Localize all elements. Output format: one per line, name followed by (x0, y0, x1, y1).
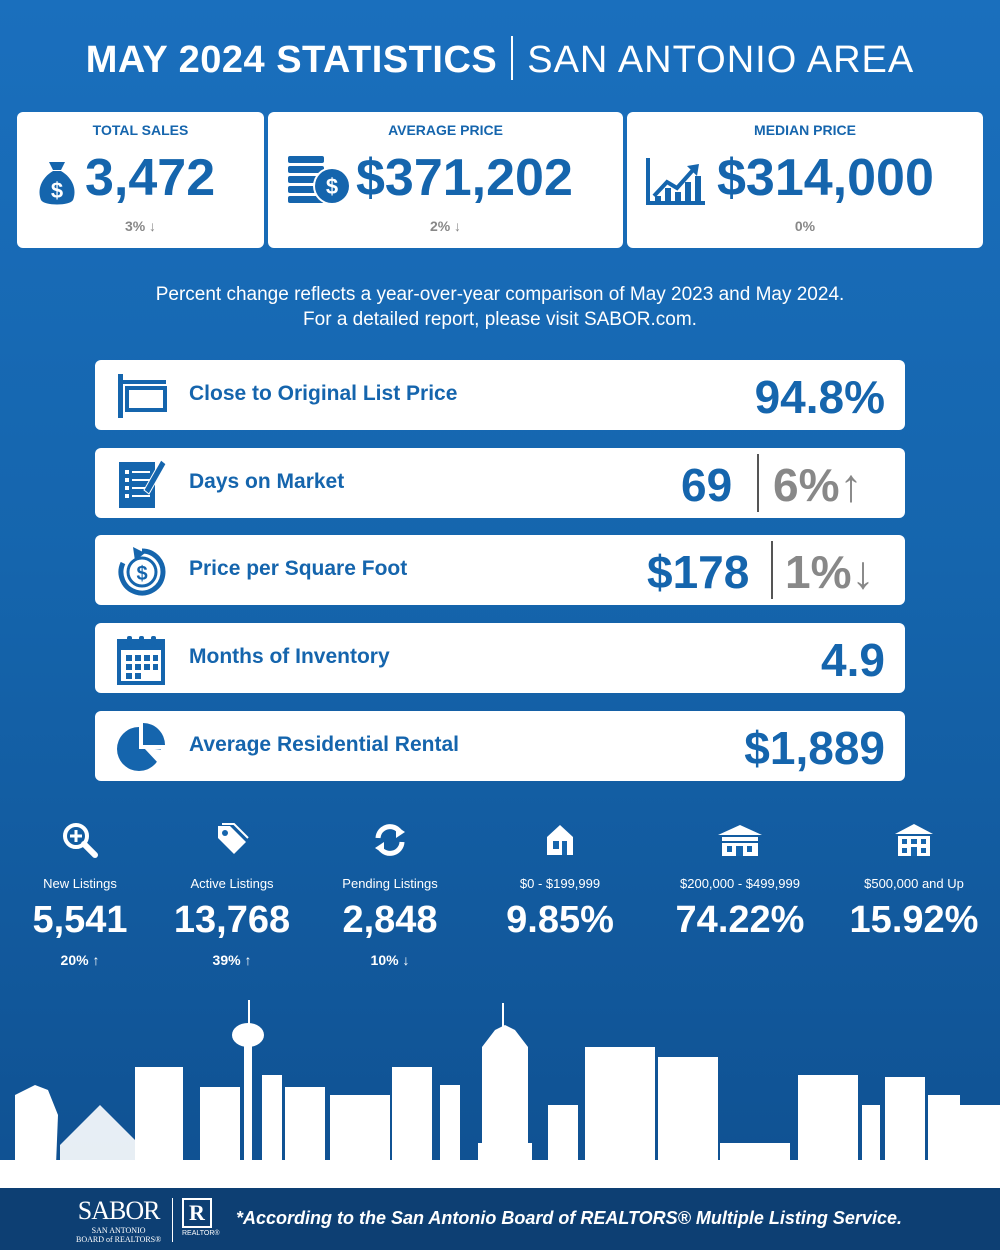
card-value: $371,202 (356, 149, 573, 207)
arrow-up-icon: ↑ (88, 952, 100, 968)
row-label: Price per Square Foot (189, 557, 408, 580)
arrow-down-icon: ↓ (450, 218, 462, 234)
card-value: $314,000 (717, 149, 934, 207)
stat-value: 13,768 (173, 899, 291, 941)
title-light: SAN ANTONIO AREA (527, 39, 915, 81)
row-label: Days on Market (189, 470, 345, 493)
close-to-list-row: Close to Original List Price 94.8% (95, 360, 905, 430)
row-label: Months of Inventory (189, 645, 390, 668)
stat-value: 15.92% (849, 899, 979, 941)
stat-value: 5,541 (32, 899, 128, 941)
stat-label: Pending Listings (342, 876, 438, 891)
title-bold: MAY 2024 STATISTICS (85, 39, 498, 81)
sign-board-icon (115, 370, 167, 420)
average-price-card: AVERAGE PRICE $ $371,202 2% ↓ (268, 112, 623, 248)
card-change: 2% ↓ (429, 218, 462, 234)
stat-label: New Listings (43, 876, 117, 891)
footer-divider (172, 1198, 173, 1242)
price-range-high-stat: $500,000 and Up 15.92% (834, 820, 994, 942)
card-change: 0% (794, 218, 816, 234)
new-listings-stat: New Listings 5,541 20% ↑ (0, 820, 160, 968)
arrow-down-icon: ↓ (145, 218, 157, 234)
stat-change: 10% ↓ (370, 952, 410, 968)
pending-listings-stat: Pending Listings 2,848 10% ↓ (310, 820, 470, 968)
arrow-down-icon: ↓ (851, 546, 875, 598)
row-change: 6%↑ (773, 459, 863, 511)
arrow-up-icon: ↑ (240, 952, 252, 968)
stat-label: Active Listings (190, 876, 274, 891)
medium-house-icon (660, 820, 820, 860)
stat-value: 2,848 (342, 899, 438, 941)
magnifier-plus-icon (0, 820, 160, 860)
card-change: 3% ↓ (124, 218, 157, 234)
price-range-mid-stat: $200,000 - $499,999 74.22% (660, 820, 820, 942)
days-on-market-row: Days on Market 69 6%↑ (95, 448, 905, 518)
row-divider (757, 454, 759, 512)
arrow-down-icon: ↓ (398, 952, 410, 968)
note-line-1: Percent change reflects a year-over-year… (155, 284, 845, 305)
median-price-card: MEDIAN PRICE $314,000 0% (627, 112, 983, 248)
svg-text:$: $ (51, 178, 63, 203)
card-title: AVERAGE PRICE (388, 122, 503, 138)
sabor-logo: SABOR SAN ANTONIO BOARD of REALTORS® (76, 1196, 162, 1244)
note-line-2: For a detailed report, please visit SABO… (303, 309, 697, 330)
dollar-cycle-icon: $ (115, 545, 166, 596)
row-value: $178 (647, 546, 750, 598)
card-title: TOTAL SALES (92, 122, 189, 138)
stat-change: 20% ↑ (60, 952, 100, 968)
stat-label: $500,000 and Up (864, 876, 964, 891)
arrow-up-icon: ↑ (839, 459, 863, 511)
stat-value: 74.22% (675, 899, 805, 941)
price-per-sqft-row: $ Price per Square Foot $178 1%↓ (95, 535, 905, 605)
footer-note: *According to the San Antonio Board of R… (236, 1208, 902, 1228)
comparison-note: Percent change reflects a year-over-year… (0, 282, 1000, 332)
city-skyline-illustration (0, 1000, 1000, 1190)
avg-rental-row: Average Residential Rental $1,889 (95, 711, 905, 781)
coin-stack-icon: $ (286, 154, 352, 211)
calendar-icon (115, 633, 165, 685)
row-label: Average Residential Rental (189, 733, 459, 756)
footer: SABOR SAN ANTONIO BOARD of REALTORS® R R… (0, 1188, 1000, 1250)
stat-label: $0 - $199,999 (519, 876, 601, 891)
money-bag-icon: $ (37, 158, 77, 213)
tag-icon (152, 820, 312, 860)
large-house-icon (834, 820, 994, 860)
title-divider (511, 36, 514, 80)
months-inventory-row: Months of Inventory 4.9 (95, 623, 905, 693)
stat-label: $200,000 - $499,999 (680, 876, 800, 891)
stat-value: 9.85% (506, 899, 614, 941)
row-label: Close to Original List Price (189, 382, 458, 405)
price-range-low-stat: $0 - $199,999 9.85% (480, 820, 640, 942)
svg-text:$: $ (326, 174, 338, 199)
rising-chart-icon (645, 156, 707, 211)
notepad-icon (115, 458, 167, 508)
row-value: 69 (681, 459, 733, 511)
active-listings-stat: Active Listings 13,768 39% ↑ (152, 820, 312, 968)
row-value: 94.8% (754, 371, 885, 423)
card-value: 3,472 (85, 149, 216, 207)
stat-change: 39% ↑ (212, 952, 252, 968)
row-divider (771, 541, 773, 599)
refresh-arrows-icon (310, 820, 470, 860)
row-value: $1,889 (744, 722, 885, 774)
pie-chart-icon (115, 721, 165, 771)
row-change: 1%↓ (785, 546, 875, 598)
realtor-logo: R REALTOR® (182, 1198, 220, 1237)
page-title: MAY 2024 STATISTICS SAN ANTONIO AREA (0, 36, 1000, 82)
row-value: 4.9 (821, 634, 885, 686)
card-title: MEDIAN PRICE (754, 122, 856, 138)
total-sales-card: TOTAL SALES $ 3,472 3% ↓ (17, 112, 264, 248)
svg-text:$: $ (136, 563, 147, 585)
small-house-icon (480, 820, 640, 860)
